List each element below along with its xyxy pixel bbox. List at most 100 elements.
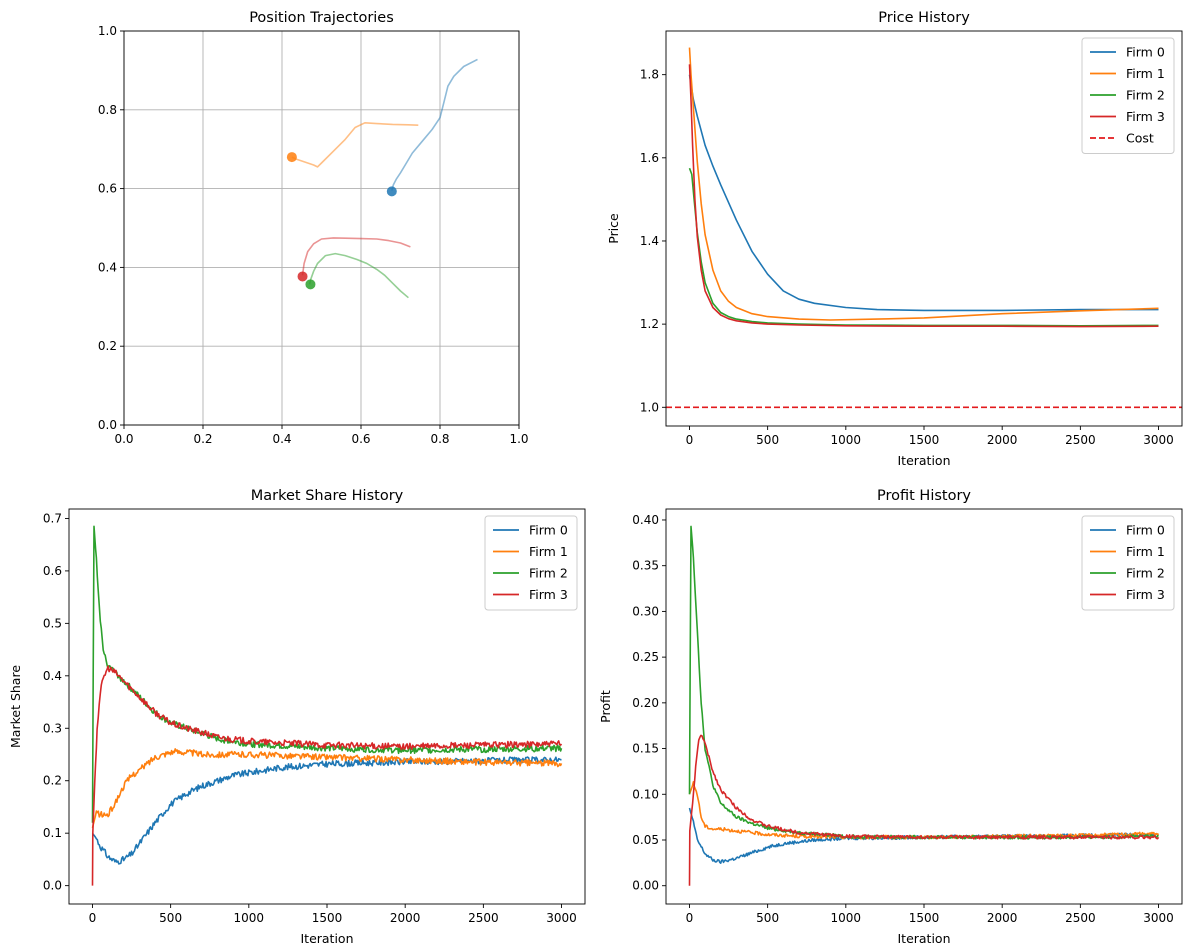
final-position-point [386,186,397,197]
x-tick-label: 2500 [1065,433,1096,447]
legend: Firm 0 Firm 1 Firm 2 Firm 3 [1081,515,1175,611]
x-tick-label: 2000 [987,911,1018,925]
y-tick-label: 1.6 [640,151,659,165]
legend-entry: Firm 3 [1126,109,1165,124]
legend-entry: Firm 0 [1126,523,1165,538]
legend-entry: Firm 2 [1126,566,1165,581]
legend-entry: Firm 2 [529,566,568,581]
series-line-firm-3 [301,237,411,276]
legend-entry: Firm 0 [529,523,568,538]
y-tick-label: 0.6 [98,182,117,196]
legend-entry: Firm 1 [1126,66,1165,81]
legend-entry: Firm 1 [1126,544,1165,559]
x-tick-label: 0.2 [193,432,212,446]
x-tick-label: 2500 [1065,911,1096,925]
subplot-1: 0 500 1000 1500 2000 2500 3000 1.0 1.2 1.4 1.6 1.8 P… [606,10,1183,468]
y-tick-label: 1.0 [640,400,659,414]
x-axis-label: Iteration [300,931,353,946]
x-tick-label: 2000 [390,911,421,925]
y-tick-label: 0.40 [632,513,659,527]
x-tick-label: 0 [89,911,97,925]
y-tick-label: 0.0 [43,879,62,893]
legend-entry: Cost [1126,131,1154,146]
x-tick-label: 2000 [987,433,1018,447]
x-tick-label: 3000 [1143,433,1174,447]
y-tick-label: 1.2 [640,317,659,331]
chart-title: Market Share History [251,488,404,504]
chart-title: Price History [878,10,970,26]
series-line-firm-2 [308,252,409,299]
x-tick-label: 1500 [909,433,940,447]
x-tick-label: 2500 [468,911,499,925]
x-tick-label: 1500 [312,911,343,925]
x-tick-label: 0 [686,433,694,447]
y-tick-label: 0.8 [98,103,117,117]
x-tick-label: 3000 [1143,911,1174,925]
plot-area [688,525,1160,886]
x-tick-label: 3000 [546,911,577,925]
final-position-point [297,271,308,282]
legend-box [484,515,578,611]
plot-area [286,58,478,299]
final-position-point [286,152,297,163]
y-tick-label: 0.15 [632,742,659,756]
y-tick-label: 1.0 [98,24,117,38]
chart-title: Position Trajectories [249,10,394,26]
y-tick-label: 0.2 [98,339,117,353]
plot-area [666,47,1182,409]
x-tick-label: 500 [159,911,182,925]
subplot-3: 0 500 1000 1500 2000 2500 3000 0.00 0.05 0.10 0.15… [598,488,1183,946]
final-position-point [305,279,316,290]
y-tick-label: 0.5 [43,616,62,630]
axes-frame [123,30,520,426]
series-line-firm-1 [91,748,563,829]
y-tick-label: 0.6 [43,564,62,578]
y-tick-label: 0.00 [632,879,659,893]
x-tick-label: 0.0 [114,432,133,446]
y-tick-label: 0.3 [43,721,62,735]
y-tick-label: 0.35 [632,559,659,573]
legend-box [1081,37,1175,154]
series-line-firm-3 [688,734,1160,886]
x-tick-label: 500 [756,433,779,447]
x-axis-label: Iteration [897,453,950,468]
legend-entry: Firm 0 [1126,45,1165,60]
x-tick-label: 0.4 [272,432,291,446]
legend-entry: Firm 2 [1126,88,1165,103]
legend-entry: Firm 1 [529,544,568,559]
series-line-firm-1 [688,781,1160,840]
legend: Firm 0 Firm 1 Firm 2 Firm 3 Cost [1081,37,1175,154]
series-line-firm-3 [91,665,563,886]
x-tick-label: 500 [756,911,779,925]
y-axis-label: Market Share [8,665,23,748]
legend-entry: Firm 3 [1126,587,1165,602]
series-line-firm-1 [291,122,419,168]
x-tick-label: 1000 [831,433,862,447]
x-tick-label: 1500 [909,911,940,925]
subplot-2: 0 500 1000 1500 2000 2500 3000 0.0 0.1 0.2 0.3 0.4 0… [8,488,586,946]
subplot-0: 0.0 0.2 0.4 0.6 0.8 1.0 0.0 0.2 0.4 0.6 0.8 1.0 Posi… [98,10,529,446]
x-tick-label: 1000 [234,911,265,925]
y-tick-label: 1.8 [640,68,659,82]
legend: Firm 0 Firm 1 Firm 2 Firm 3 [484,515,578,611]
y-tick-label: 0.2 [43,774,62,788]
y-tick-label: 0.1 [43,826,62,840]
series-line-firm-0 [391,58,478,191]
y-axis-label: Price [606,213,621,244]
series-line-firm-3 [688,64,1159,328]
y-tick-label: 0.10 [632,787,659,801]
y-axis-label: Profit [598,690,613,723]
y-tick-label: 0.25 [632,650,659,664]
y-tick-label: 0.20 [632,696,659,710]
plot-area [91,525,563,886]
x-axis-label: Iteration [897,931,950,946]
y-tick-label: 1.4 [640,234,659,248]
legend-entry: Firm 3 [529,587,568,602]
x-tick-label: 1.0 [509,432,528,446]
series-line-firm-0 [688,74,1159,312]
y-tick-label: 0.0 [98,418,117,432]
y-tick-label: 0.7 [43,511,62,525]
x-tick-label: 0.6 [351,432,370,446]
chart-title: Profit History [877,488,971,504]
